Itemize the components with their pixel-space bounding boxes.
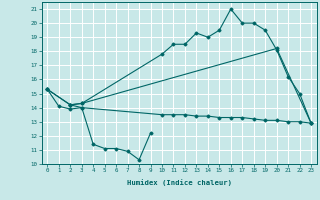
X-axis label: Humidex (Indice chaleur): Humidex (Indice chaleur) (127, 179, 232, 186)
